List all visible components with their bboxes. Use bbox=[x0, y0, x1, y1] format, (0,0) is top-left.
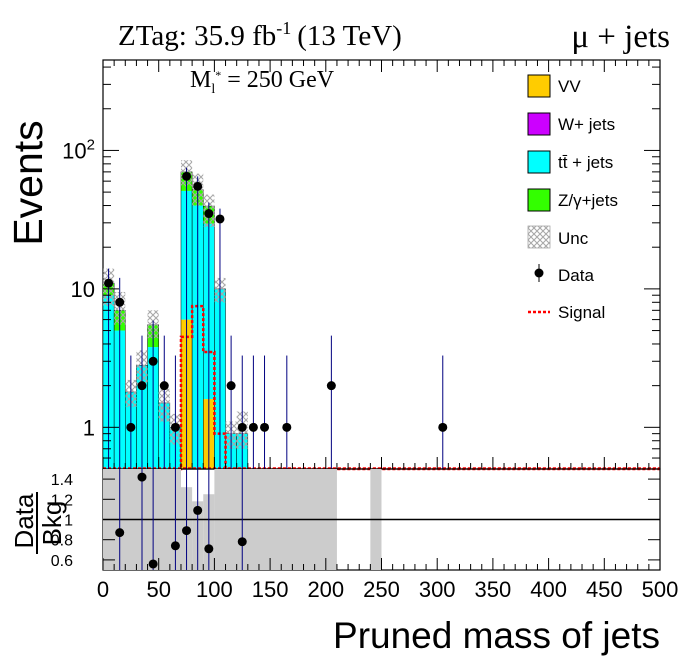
x-tick-label-50: 50 bbox=[146, 577, 170, 602]
lumi-label: ZTag: 35.9 fb-1 (13 TeV) bbox=[118, 18, 402, 52]
ratio-y-label-3: 1.2 bbox=[51, 492, 73, 509]
legend-swatch-unc bbox=[527, 225, 551, 249]
data-point-11 bbox=[226, 381, 236, 391]
legend-entry-vv: VV bbox=[527, 74, 581, 98]
ratio-point-7 bbox=[237, 537, 247, 547]
ratio-point-5 bbox=[193, 505, 203, 515]
legend-swatch-zjets bbox=[527, 188, 551, 212]
ratio-y-title-denominator: Bkg bbox=[37, 501, 67, 546]
ratio-point-3 bbox=[170, 541, 180, 551]
data-point-10 bbox=[215, 214, 225, 224]
legend-label-signal: Signal bbox=[558, 303, 605, 322]
legend-label-wjets: W+ jets bbox=[558, 115, 615, 134]
data-point-1 bbox=[115, 297, 125, 307]
ratio-y-label-0: 0.6 bbox=[51, 553, 73, 570]
upper-y-label-1: 1 bbox=[83, 415, 95, 440]
legend-swatch-ttbar bbox=[527, 150, 551, 174]
legend: VV W+ jets tt̄ + jets Z/γ+jets Unc Data … bbox=[527, 74, 618, 322]
data-point-8 bbox=[193, 181, 203, 191]
legend-entry-zjets: Z/γ+jets bbox=[527, 188, 618, 212]
data-point-15 bbox=[282, 422, 292, 432]
channel-label: μ + jets bbox=[571, 19, 670, 55]
data-point-7 bbox=[182, 171, 192, 181]
ratio-y-label-4: 1.4 bbox=[51, 472, 73, 489]
legend-entry-wjets: W+ jets bbox=[527, 112, 615, 136]
legend-entry-signal: Signal bbox=[528, 303, 605, 322]
legend-swatch-vv bbox=[527, 74, 551, 98]
x-tick-label-500: 500 bbox=[642, 577, 679, 602]
legend-label-ttbar: tt̄ + jets bbox=[558, 153, 613, 172]
data-point-5 bbox=[159, 381, 169, 391]
x-tick-label-300: 300 bbox=[419, 577, 456, 602]
x-tick-label-400: 400 bbox=[530, 577, 567, 602]
legend-label-zjets: Z/γ+jets bbox=[558, 191, 618, 210]
x-tick-label-200: 200 bbox=[307, 577, 344, 602]
legend-label-vv: VV bbox=[558, 77, 581, 96]
ratio-point-2 bbox=[148, 559, 158, 569]
ratio-point-4 bbox=[182, 526, 192, 536]
data-point-17 bbox=[438, 422, 448, 432]
ratio-point-6 bbox=[204, 544, 214, 554]
data-point-16 bbox=[326, 381, 336, 391]
x-tick-label-450: 450 bbox=[586, 577, 623, 602]
legend-data-marker bbox=[534, 268, 544, 278]
data-point-13 bbox=[248, 422, 258, 432]
ratio-point-0 bbox=[115, 528, 125, 538]
x-tick-label-250: 250 bbox=[363, 577, 400, 602]
data-point-3 bbox=[137, 381, 147, 391]
x-tick-label-350: 350 bbox=[475, 577, 512, 602]
x-tick-label-0: 0 bbox=[97, 577, 109, 602]
upper-y-label-100: 102 bbox=[62, 136, 95, 163]
data-point-2 bbox=[126, 422, 136, 432]
y-axis-title: Events bbox=[5, 120, 51, 245]
data-point-12 bbox=[237, 422, 247, 432]
ratio-y-label-1: 0.8 bbox=[51, 533, 73, 550]
x-tick-label-150: 150 bbox=[252, 577, 289, 602]
ratio-y-title-numerator: Data bbox=[9, 493, 39, 548]
data-point-9 bbox=[204, 209, 214, 219]
legend-entry-unc: Unc bbox=[527, 225, 589, 249]
x-axis-title: Pruned mass of jets bbox=[333, 615, 660, 656]
data-point-6 bbox=[170, 422, 180, 432]
legend-entry-ttbar: tt̄ + jets bbox=[527, 150, 613, 174]
data-point-14 bbox=[260, 422, 270, 432]
legend-label-data: Data bbox=[558, 266, 594, 285]
ratio-y-label-2: 1 bbox=[64, 513, 73, 530]
data-point-4 bbox=[148, 356, 158, 366]
x-tick-label-100: 100 bbox=[196, 577, 233, 602]
upper-y-label-10: 10 bbox=[71, 277, 95, 302]
ratio-y-title: Data Bkg bbox=[9, 492, 67, 554]
signal-mass-label: Ml* = 250 GeV bbox=[190, 67, 335, 97]
data-point-0 bbox=[104, 278, 114, 288]
legend-swatch-wjets bbox=[527, 112, 551, 136]
legend-entry-data: Data bbox=[534, 264, 594, 285]
ratio-point-1 bbox=[137, 472, 147, 482]
legend-label-unc: Unc bbox=[558, 229, 589, 248]
